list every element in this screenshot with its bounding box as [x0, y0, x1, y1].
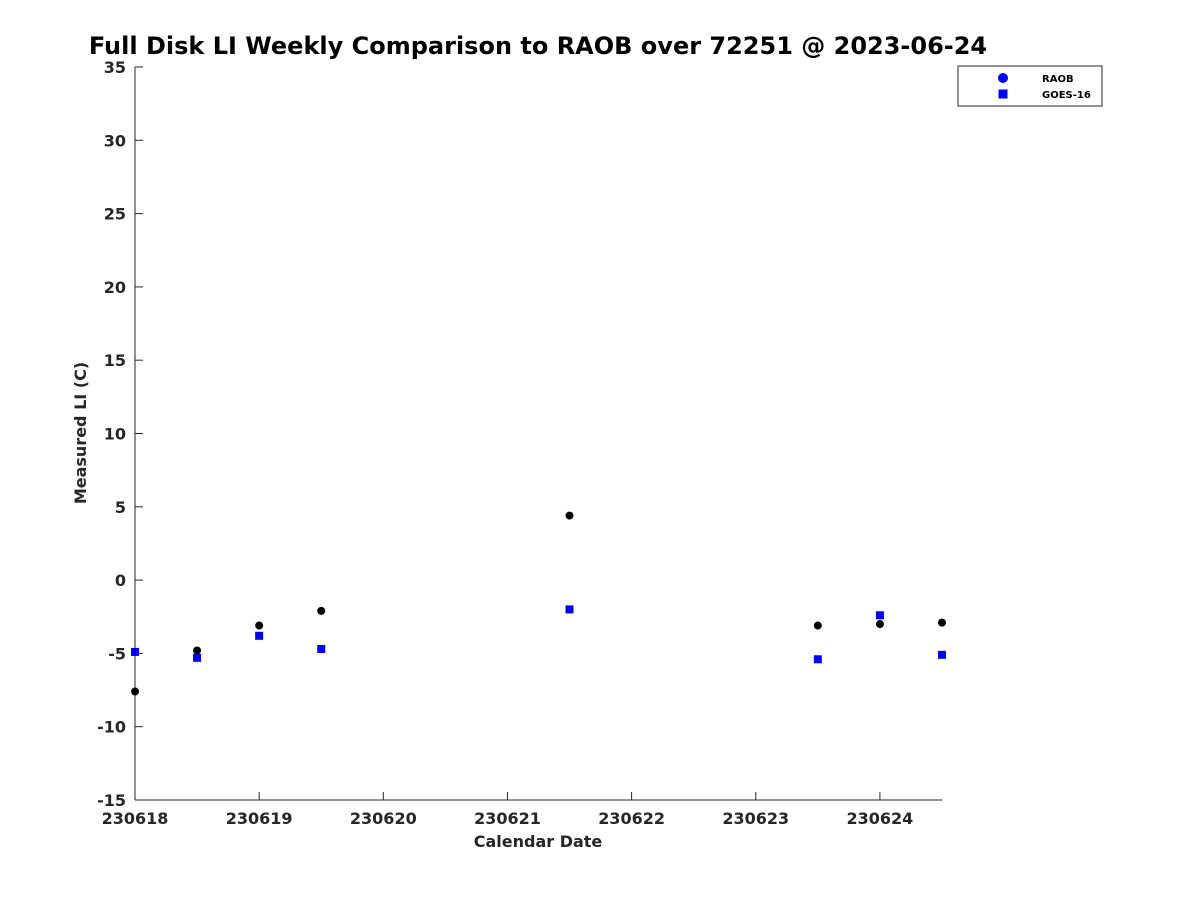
- y-tick-label: 25: [104, 205, 126, 224]
- y-tick-label: 30: [104, 131, 126, 150]
- y-tick-label: 5: [115, 498, 126, 517]
- goes16-point: [317, 645, 326, 654]
- y-tick-label: 15: [104, 351, 126, 370]
- raob-point: [565, 511, 574, 520]
- legend-raob-marker: [998, 73, 1008, 83]
- y-tick-label: -5: [108, 644, 126, 663]
- x-tick-label: 230618: [102, 809, 169, 828]
- goes16-point: [875, 611, 884, 620]
- chart-title: Full Disk LI Weekly Comparison to RAOB o…: [89, 32, 987, 60]
- raob-point: [813, 621, 822, 630]
- goes16-point: [813, 655, 822, 664]
- x-tick-label: 230622: [598, 809, 665, 828]
- legend-box: [957, 65, 1103, 107]
- raob-point: [131, 687, 139, 696]
- x-axis-label: Calendar Date: [474, 832, 603, 851]
- raob-point: [317, 606, 326, 615]
- y-tick-label: -10: [97, 718, 126, 737]
- x-tick-label: 230623: [722, 809, 789, 828]
- y-tick-label: 20: [104, 278, 126, 297]
- goes16-point: [131, 647, 139, 656]
- plot-points: [131, 511, 946, 696]
- legend-goes-label: GOES-16: [1042, 90, 1091, 101]
- y-tick-label: 35: [104, 58, 126, 77]
- y-ticks: 35 30 25 20 15 10 5 0 -5 -10 -15: [97, 58, 143, 810]
- goes16-point: [565, 605, 574, 614]
- raob-point: [875, 620, 884, 629]
- y-axis-label: Measured LI (C): [71, 362, 90, 504]
- y-tick-label: 0: [115, 571, 126, 590]
- x-tick-label: 230624: [847, 809, 914, 828]
- raob-point: [938, 618, 946, 627]
- x-ticks: 230618 230619 230620 230621 230622 230623 2306…: [102, 792, 914, 828]
- goes16-point: [938, 650, 946, 659]
- goes16-point: [193, 653, 202, 662]
- x-tick-label: 230619: [226, 809, 293, 828]
- legend: RAOB GOES-16: [957, 65, 1103, 107]
- x-tick-label: 230620: [350, 809, 417, 828]
- axes: 35 30 25 20 15 10 5 0 -5 -10 -15 230618 230619 23062…: [97, 58, 942, 828]
- goes16-point: [255, 631, 264, 640]
- legend-goes-marker: [998, 89, 1008, 99]
- raob-point: [255, 621, 264, 630]
- x-tick-label: 230621: [474, 809, 541, 828]
- y-tick-label: -15: [97, 791, 126, 810]
- legend-raob-label: RAOB: [1042, 74, 1074, 85]
- raob-point: [193, 646, 202, 655]
- y-tick-label: 10: [104, 425, 126, 444]
